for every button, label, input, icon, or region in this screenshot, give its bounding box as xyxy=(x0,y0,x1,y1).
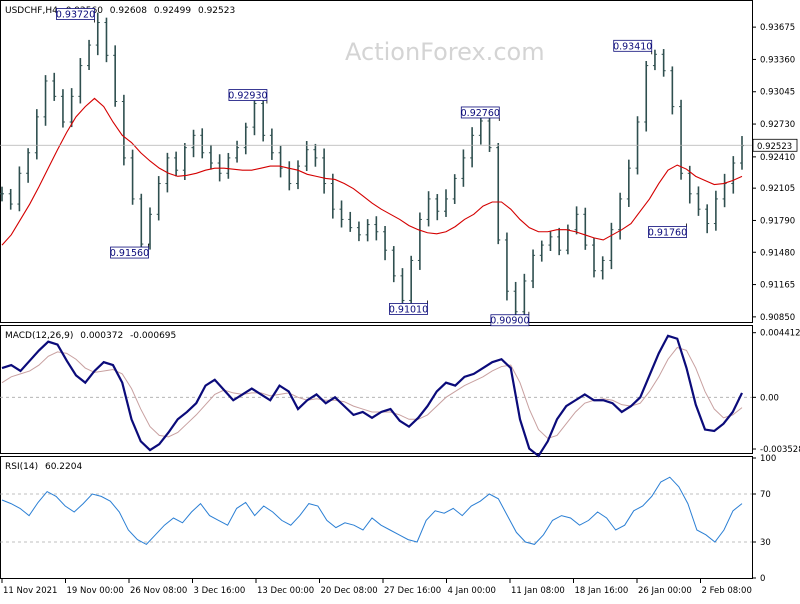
x-tick-label: 19 Nov 00:00 xyxy=(67,586,124,596)
rsi-y-tick-label: 100 xyxy=(760,454,776,464)
rsi-header: RSI(14) 60.2204 xyxy=(5,462,82,472)
callout-label: 0.92760 xyxy=(461,108,500,119)
rsi-value: 60.2204 xyxy=(45,462,82,472)
price-y-tick-label: 0.92105 xyxy=(760,184,795,194)
x-tick-label: 20 Dec 08:00 xyxy=(321,586,378,596)
callout-label: 0.91760 xyxy=(648,228,687,239)
current-price-badge xyxy=(752,138,798,152)
watermark: ActionForex.com xyxy=(345,38,545,66)
callout-box xyxy=(110,246,149,259)
header-low: 0.92499 xyxy=(154,6,191,16)
header-close: 0.92523 xyxy=(198,6,235,16)
current-price-label: 0.92523 xyxy=(757,142,792,152)
callout-box xyxy=(56,8,95,20)
macd-panel xyxy=(0,325,753,454)
x-tick-label: 11 Jan 08:00 xyxy=(511,586,565,596)
x-tick-label: 26 Nov 08:00 xyxy=(130,586,187,596)
x-tick-label: 27 Dec 16:00 xyxy=(384,586,441,596)
moving-average-line xyxy=(1,97,743,246)
callout-label: 0.90900 xyxy=(490,316,529,327)
price-y-tick-label: 0.93045 xyxy=(760,88,795,98)
callout-box xyxy=(613,39,653,52)
macd-main-value: 0.000372 xyxy=(80,331,123,341)
callout-box xyxy=(389,303,428,315)
price-y-tick-label: 0.92730 xyxy=(760,120,795,130)
price-y-tick-label: 0.93675 xyxy=(760,23,795,33)
callout-box xyxy=(228,89,268,101)
macd-main-line xyxy=(1,334,743,458)
rsi-panel xyxy=(0,456,753,579)
callout-box xyxy=(648,226,687,238)
price-y-tick-label: 0.91480 xyxy=(760,248,795,258)
callout-box xyxy=(460,106,500,119)
rsi-y-tick-label: 0 xyxy=(760,574,765,584)
rsi-layer xyxy=(0,476,752,546)
macd-layer xyxy=(0,334,752,458)
callout-label: 0.92930 xyxy=(228,91,267,102)
header-high: 0.92608 xyxy=(110,6,147,16)
callout-label: 0.91010 xyxy=(389,304,428,315)
price-layer: 0.93720 0.92930 0.91560 0.91010 0.92760 0.909… xyxy=(0,8,752,327)
price-y-tick-label: 0.92410 xyxy=(760,153,795,163)
price-header: USDCHF,H4 0.92560 0.92608 0.92499 0.9252… xyxy=(5,6,235,16)
price-y-tick-label: 0.93360 xyxy=(760,55,795,65)
macd-signal-value: -0.000695 xyxy=(130,331,176,341)
callout-label: 0.91560 xyxy=(110,248,149,259)
macd-y-tick-label: 0.00 xyxy=(760,393,779,403)
price-y-tick-label: 0.91790 xyxy=(760,216,795,226)
x-tick-label: 11 Nov 2021 xyxy=(3,586,57,596)
price-y-tick-label: 0.90850 xyxy=(760,313,795,323)
rsi-y-tick-label: 70 xyxy=(760,490,771,500)
rsi-line xyxy=(1,476,743,546)
price-panel xyxy=(0,0,753,323)
price-y-tick-label: 0.91165 xyxy=(760,281,795,291)
macd-signal-line xyxy=(1,346,743,439)
x-tick-label: 3 Dec 16:00 xyxy=(194,586,246,596)
x-tick-label: 4 Jan 00:00 xyxy=(448,586,496,596)
macd-header: MACD(12,26,9) 0.000372 -0.000695 xyxy=(5,331,176,341)
x-tick-label: 13 Dec 00:00 xyxy=(257,586,314,596)
macd-y-tick-label: -0.003528 xyxy=(760,445,800,455)
callout-label: 0.93410 xyxy=(613,41,652,52)
x-tick-label: 26 Jan 00:00 xyxy=(638,586,692,596)
callout-box xyxy=(490,314,530,327)
rsi-label: RSI(14) xyxy=(5,462,38,472)
header-symbol: USDCHF,H4 xyxy=(5,6,58,16)
callout-label: 0.93720 xyxy=(56,10,95,21)
macd-y-tick-label: 0.004412 xyxy=(760,329,800,339)
macd-label: MACD(12,26,9) xyxy=(5,331,73,341)
axis-layer: 0.93675 0.93360 0.93045 0.92730 0.92410 0.921… xyxy=(1,23,800,596)
x-tick-label: 2 Feb 08:00 xyxy=(702,586,752,596)
x-tick-label: 18 Jan 16:00 xyxy=(575,586,629,596)
rsi-y-tick-label: 30 xyxy=(760,538,771,548)
